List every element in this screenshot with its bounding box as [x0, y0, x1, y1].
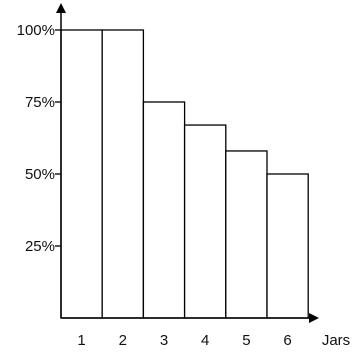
bar-2	[101, 29, 145, 319]
bar-3	[142, 101, 186, 319]
axes-group	[56, 3, 319, 323]
x-tick-label: 3	[160, 332, 168, 349]
x-tick-label: 2	[119, 332, 127, 349]
y-tick-label: 50%	[25, 166, 55, 183]
bar-5	[225, 150, 268, 319]
y-axis-arrow	[56, 3, 66, 13]
y-tick-label: 100%	[17, 22, 55, 39]
x-ticks-group: 1 2 3 4 5 6	[77, 332, 291, 349]
x-axis-arrow	[309, 313, 319, 323]
x-axis-label: Jars	[322, 332, 350, 349]
bar-4	[183, 124, 227, 319]
bar-1	[60, 29, 103, 319]
bars-group	[60, 29, 309, 319]
x-tick-label: 6	[283, 332, 291, 349]
y-tick-label: 75%	[25, 94, 55, 111]
y-tick-label: 25%	[25, 238, 55, 255]
x-tick-label: 4	[201, 332, 209, 349]
x-tick-label: 5	[242, 332, 250, 349]
bar-6	[266, 173, 309, 319]
x-tick-label: 1	[77, 332, 85, 349]
y-ticks-group: 25% 50% 75% 100%	[17, 22, 61, 255]
